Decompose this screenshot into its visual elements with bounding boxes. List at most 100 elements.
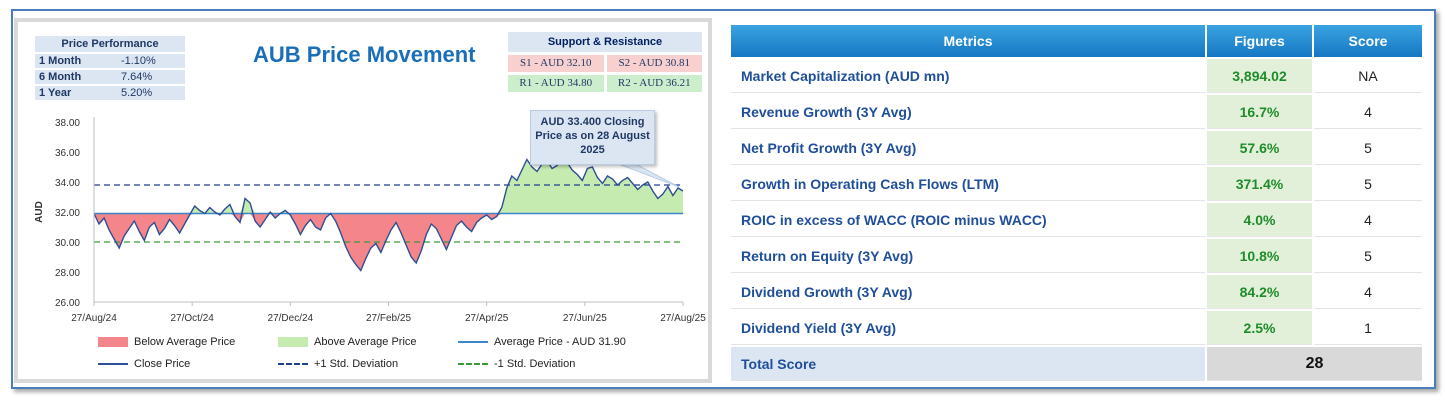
metric-name: Market Capitalization (AUD mn) bbox=[731, 59, 1205, 93]
legend-plus-std: +1 Std. Deviation bbox=[278, 358, 458, 370]
metric-score: 5 bbox=[1314, 167, 1422, 201]
metric-name: Dividend Growth (3Y Avg) bbox=[731, 275, 1205, 309]
metrics-header: Metrics bbox=[731, 25, 1205, 57]
metric-name: Return on Equity (3Y Avg) bbox=[731, 239, 1205, 273]
support-s1: S1 - AUD 32.10 bbox=[508, 55, 604, 72]
metric-name: Dividend Yield (3Y Avg) bbox=[731, 311, 1205, 345]
metric-figure: 10.8% bbox=[1207, 239, 1312, 273]
metric-figure: 371.4% bbox=[1207, 167, 1312, 201]
metric-score: 4 bbox=[1314, 203, 1422, 237]
resistance-row: R1 - AUD 34.80 R2 - AUD 36.21 bbox=[508, 75, 702, 92]
resistance-r1: R1 - AUD 34.80 bbox=[508, 75, 604, 92]
metrics-header-row: Metrics Figures Score bbox=[731, 25, 1422, 57]
chart-panel: Price Performance 1 Month -1.10% 6 Month… bbox=[14, 18, 712, 383]
price-performance-table: Price Performance 1 Month -1.10% 6 Month… bbox=[35, 34, 185, 102]
table-row: Market Capitalization (AUD mn) 3,894.02 … bbox=[731, 59, 1422, 93]
perf-label: 1 Month bbox=[35, 54, 111, 68]
metric-score: 1 bbox=[1314, 311, 1422, 345]
table-row: 1 Year 5.20% bbox=[35, 86, 185, 100]
average-line-icon bbox=[458, 341, 488, 343]
y-axis-label: AUD bbox=[34, 201, 45, 223]
legend-minus-std: -1 Std. Deviation bbox=[458, 358, 638, 370]
x-tick-label: 27/Aug/24 bbox=[71, 313, 117, 324]
total-row: Total Score 28 bbox=[731, 347, 1422, 381]
table-row: ROIC in excess of WACC (ROIC minus WACC)… bbox=[731, 203, 1422, 237]
minus-std-line-icon bbox=[458, 363, 488, 365]
perf-value: 5.20% bbox=[110, 86, 185, 100]
metric-name: Growth in Operating Cash Flows (LTM) bbox=[731, 167, 1205, 201]
figures-header: Figures bbox=[1207, 25, 1312, 57]
table-row: 1 Month -1.10% bbox=[35, 54, 185, 68]
legend-above: Above Average Price bbox=[278, 336, 458, 348]
perf-label: 6 Month bbox=[35, 70, 111, 84]
y-tick-label: 26.00 bbox=[55, 298, 80, 309]
support-resistance-box: Support & Resistance S1 - AUD 32.10 S2 -… bbox=[508, 32, 702, 95]
y-tick-label: 36.00 bbox=[55, 148, 80, 159]
metric-score: 5 bbox=[1314, 239, 1422, 273]
total-label: Total Score bbox=[731, 347, 1205, 381]
above-swatch-icon bbox=[278, 337, 308, 347]
perf-value: 7.64% bbox=[110, 70, 185, 84]
metrics-table: Metrics Figures Score Market Capitalizat… bbox=[729, 23, 1424, 383]
metric-name: Net Profit Growth (3Y Avg) bbox=[731, 131, 1205, 165]
legend-close: Close Price bbox=[98, 358, 278, 370]
metric-name: ROIC in excess of WACC (ROIC minus WACC) bbox=[731, 203, 1205, 237]
chart-title: AUB Price Movement bbox=[253, 42, 476, 67]
metric-score: NA bbox=[1314, 59, 1422, 93]
legend-below: Below Average Price bbox=[98, 336, 278, 348]
table-row: Dividend Growth (3Y Avg) 84.2% 4 bbox=[731, 275, 1422, 309]
perf-label: 1 Year bbox=[35, 86, 111, 100]
table-row: Dividend Yield (3Y Avg) 2.5% 1 bbox=[731, 311, 1422, 345]
chart-legend: Below Average Price Above Average Price … bbox=[98, 331, 658, 375]
plus-std-line-icon bbox=[278, 363, 308, 365]
price-chart: 26.00 28.00 30.00 32.00 34.00 36.00 38.00 27/Au… bbox=[34, 117, 706, 324]
chart-area: Price Performance 1 Month -1.10% 6 Month… bbox=[18, 22, 708, 379]
y-tick-label: 28.00 bbox=[55, 268, 80, 279]
metric-score: 5 bbox=[1314, 131, 1422, 165]
above-average-area bbox=[94, 158, 683, 214]
total-value: 28 bbox=[1207, 347, 1422, 381]
x-tick-label: 27/Oct/24 bbox=[170, 313, 214, 324]
support-resistance-header: Support & Resistance bbox=[508, 32, 702, 52]
x-tick-label: 27/Apr/25 bbox=[465, 313, 509, 324]
y-tick-label: 34.00 bbox=[55, 178, 80, 189]
perf-value: -1.10% bbox=[110, 54, 185, 68]
metric-figure: 57.6% bbox=[1207, 131, 1312, 165]
x-tick-label: 27/Feb/25 bbox=[366, 313, 411, 324]
table-row: Return on Equity (3Y Avg) 10.8% 5 bbox=[731, 239, 1422, 273]
y-tick-label: 30.00 bbox=[55, 238, 80, 249]
metric-figure: 4.0% bbox=[1207, 203, 1312, 237]
legend-above-label: Above Average Price bbox=[314, 336, 417, 348]
metric-figure: 2.5% bbox=[1207, 311, 1312, 345]
close-line-icon bbox=[98, 363, 128, 365]
legend-minus-std-label: -1 Std. Deviation bbox=[494, 358, 576, 370]
x-tick-label: 27/Dec/24 bbox=[268, 313, 314, 324]
support-s2: S2 - AUD 30.81 bbox=[606, 55, 702, 72]
score-header: Score bbox=[1314, 25, 1422, 57]
table-row: Growth in Operating Cash Flows (LTM) 371… bbox=[731, 167, 1422, 201]
metric-figure: 16.7% bbox=[1207, 95, 1312, 129]
legend-close-label: Close Price bbox=[134, 358, 191, 370]
y-tick-label: 38.00 bbox=[55, 118, 80, 129]
legend-below-label: Below Average Price bbox=[134, 336, 236, 348]
metric-score: 4 bbox=[1314, 95, 1422, 129]
table-row: Revenue Growth (3Y Avg) 16.7% 4 bbox=[731, 95, 1422, 129]
metric-figure: 3,894.02 bbox=[1207, 59, 1312, 93]
x-tick-label: 27/Aug/25 bbox=[660, 313, 706, 324]
close-price-line bbox=[93, 156, 684, 272]
below-swatch-icon bbox=[98, 337, 128, 347]
y-tick-label: 32.00 bbox=[55, 208, 80, 219]
legend-plus-std-label: +1 Std. Deviation bbox=[314, 358, 399, 370]
below-average-area bbox=[94, 213, 683, 271]
closing-price-callout: AUD 33.400 Closing Price as on 28 August… bbox=[530, 110, 655, 165]
legend-average-label: Average Price - AUD 31.90 bbox=[494, 336, 626, 348]
metric-figure: 84.2% bbox=[1207, 275, 1312, 309]
table-row: 6 Month 7.64% bbox=[35, 70, 185, 84]
legend-average: Average Price - AUD 31.90 bbox=[458, 336, 638, 348]
metric-score: 4 bbox=[1314, 275, 1422, 309]
support-row: S1 - AUD 32.10 S2 - AUD 30.81 bbox=[508, 55, 702, 72]
x-tick-label: 27/Jun/25 bbox=[563, 313, 607, 324]
table-row: Net Profit Growth (3Y Avg) 57.6% 5 bbox=[731, 131, 1422, 165]
resistance-r2: R2 - AUD 36.21 bbox=[606, 75, 702, 92]
price-performance-header: Price Performance bbox=[35, 36, 185, 52]
